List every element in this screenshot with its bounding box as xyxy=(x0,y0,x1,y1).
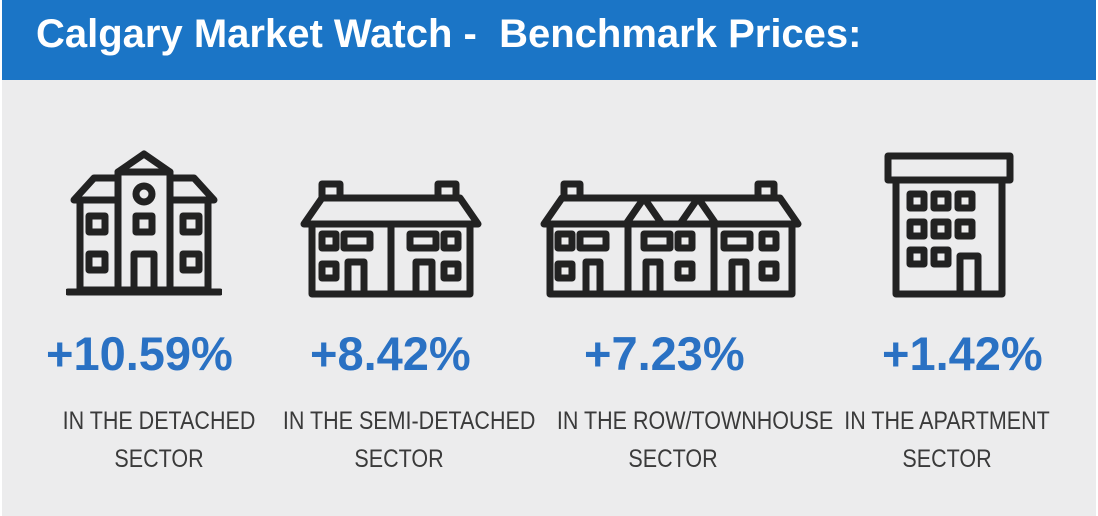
detached-description-line2: SECTOR xyxy=(114,445,204,473)
semi-detached-house-icon xyxy=(300,180,482,298)
header-banner: Calgary Market Watch - Benchmark Prices: xyxy=(2,0,1096,80)
townhouse-description-line1: IN THE ROW/TOWNHOUSE xyxy=(556,407,834,435)
detached-description-line1: IN THE DETACHED xyxy=(62,407,256,435)
semi-detached-description: IN THE SEMI-DETACHED SECTOR xyxy=(282,402,536,478)
apartment-description-line1: IN THE APARTMENT xyxy=(844,407,1050,435)
apartment-description: IN THE APARTMENT SECTOR xyxy=(831,402,1063,478)
apartment-building-icon xyxy=(884,152,1014,298)
page-title: Calgary Market Watch - Benchmark Prices: xyxy=(36,12,862,56)
semi-detached-description-line2: SECTOR xyxy=(354,445,444,473)
semi-detached-percent: +8.42% xyxy=(310,327,471,380)
townhouse-description-line2: SECTOR xyxy=(628,445,718,473)
apartment-percent: +1.42% xyxy=(882,327,1043,380)
semi-detached-description-line1: IN THE SEMI-DETACHED xyxy=(282,407,536,435)
townhouse-icon xyxy=(540,180,802,298)
townhouse-percent: +7.23% xyxy=(584,327,745,380)
detached-house-icon xyxy=(66,150,222,296)
apartment-description-line2: SECTOR xyxy=(902,445,992,473)
detached-percent: +10.59% xyxy=(46,327,233,380)
townhouse-description: IN THE ROW/TOWNHOUSE SECTOR xyxy=(556,402,834,478)
detached-description: IN THE DETACHED SECTOR xyxy=(43,402,275,478)
